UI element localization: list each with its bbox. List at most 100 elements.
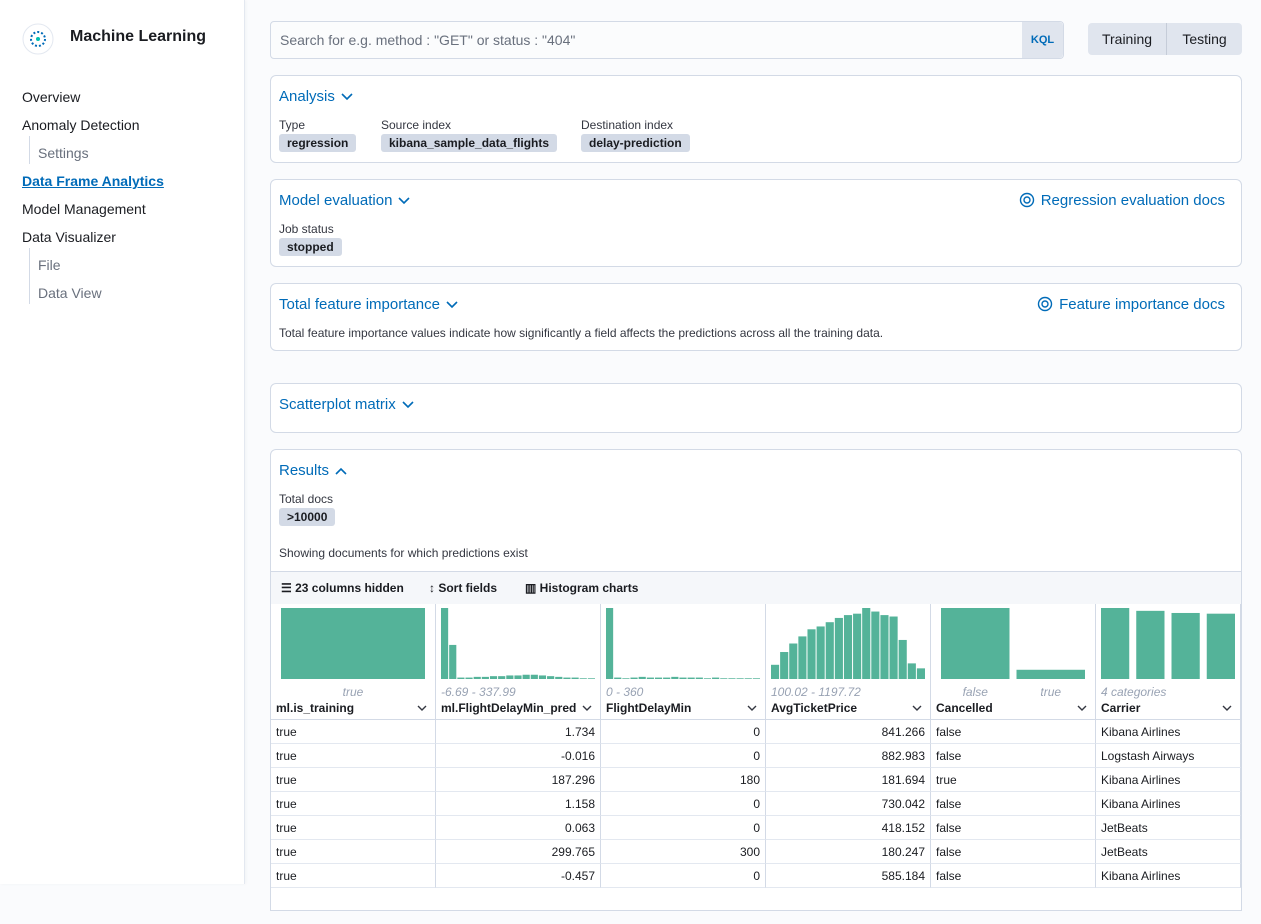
column-name: Cancelled [936,701,1071,715]
histogram-bar [688,678,695,679]
nav-item[interactable]: Data Frame Analytics [22,173,164,189]
grid-cell: Kibana Airlines [1096,768,1241,792]
field-label: Source index [381,118,451,132]
field-badge: kibana_sample_data_flights [381,134,557,152]
nav-indent [29,136,30,164]
histogram-bar [712,678,719,679]
grid-cell: 180.247 [766,840,931,864]
grid-cell: false [931,840,1096,864]
docs-icon [1037,296,1053,312]
histogram-bar [844,615,852,679]
link-text: Feature importance docs [1059,296,1225,313]
panel-title[interactable]: Analysis [279,88,353,105]
nav-item[interactable]: Data View [38,285,102,301]
chevron [446,301,458,309]
histogram-bar [449,645,456,679]
data-grid: trueml.is_trainingtruetruetruetruetruetr… [271,604,1241,924]
histogram [436,604,600,684]
nav-item[interactable]: Settings [38,145,89,161]
histogram-bar [899,640,907,679]
search-bar[interactable]: Search for e.g. method : "GET" or status… [270,21,1064,59]
button-text: Sort fields [438,581,497,595]
grid-cell: false [931,720,1096,744]
histogram-bar [1136,611,1164,679]
grid-cell: 0 [601,864,766,888]
chevron [913,706,921,710]
column-menu[interactable] [747,705,757,712]
panel-title[interactable]: Results [279,462,347,479]
title-text: Results [279,462,329,479]
histogram-bar [482,677,489,679]
histogram-bar [917,668,925,679]
panel-title[interactable]: Model evaluation [279,192,410,209]
histogram-bar [281,608,425,679]
histogram-label: true [281,685,425,699]
grid-cell: Logstash Airways [1096,744,1241,768]
nav-item[interactable]: Model Management [22,201,146,217]
histogram-bar [514,675,521,679]
column-name: Carrier [1101,701,1216,715]
grid-cell: false [931,744,1096,768]
histogram-bar [880,615,888,679]
grid-cell: Kibana Airlines [1096,720,1241,744]
column-menu[interactable] [1077,705,1087,712]
histogram-bar [441,608,448,679]
grid-cell: JetBeats [1096,816,1241,840]
grid-cell: 181.694 [766,768,931,792]
grid-cell: true [271,768,436,792]
histogram-label: true [1017,685,1086,699]
grid-cell: false [931,816,1096,840]
grid-cell: -0.016 [436,744,601,768]
grid-cell: JetBeats [1096,840,1241,864]
results-panel: Results Total docs >10000 Showing docume… [270,449,1242,911]
grid-cell: Kibana Airlines [1096,792,1241,816]
histogram-bar [1207,614,1235,679]
grid-cell: 882.983 [766,744,931,768]
column-menu[interactable] [912,705,922,712]
grid-cell: 730.042 [766,792,931,816]
docs-link[interactable]: Feature importance docs [1037,296,1225,313]
grid-cell: 0.063 [436,816,601,840]
filter-button[interactable]: Testing [1167,23,1242,55]
histogram-bar [555,677,562,679]
grid-cell: true [271,864,436,888]
histogram-bar [745,678,752,679]
grid-cell: true [271,840,436,864]
histogram-bar [807,629,815,679]
docs-link[interactable]: Regression evaluation docs [1019,192,1225,209]
app: Machine Learning Overview Anomaly Detect… [0,0,1261,884]
filter-button[interactable]: Training [1088,23,1167,55]
nav-item[interactable]: Anomaly Detection [22,117,140,133]
column-menu[interactable] [1222,705,1232,712]
grid-cell: 0 [601,816,766,840]
histogram-bar [490,676,497,679]
grid-cell: 841.266 [766,720,931,744]
panel-title[interactable]: Total feature importance [279,296,458,313]
column-name: ml.FlightDelayMin_prediction [441,701,576,715]
histogram-bar [498,676,505,679]
column-menu[interactable] [417,705,427,712]
histogram-label: 100.02 - 1197.72 [771,685,861,699]
toolbar-button[interactable]: ☰ 23 columns hidden [281,581,404,595]
nav-item[interactable]: Overview [22,89,80,105]
histogram-bar [474,677,481,679]
histogram-bar [798,636,806,679]
chevron [748,706,756,710]
docs-icon [1019,192,1035,208]
grid-cell: 187.296 [436,768,601,792]
histogram [931,604,1095,684]
kql-toggle[interactable]: KQL [1022,22,1063,58]
column-menu[interactable] [582,705,592,712]
nav-item[interactable]: Data Visualizer [22,229,116,245]
panel-title[interactable]: Scatterplot matrix [279,396,414,413]
column-header: 100.02 - 1197.72AvgTicketPrice [766,604,931,720]
chevron [583,706,591,710]
title-text: Analysis [279,88,335,105]
toolbar-button[interactable]: ▥ Histogram charts [525,581,638,595]
title-text: Total feature importance [279,296,440,313]
nav-item[interactable]: File [38,257,61,273]
histogram-bar [1017,670,1086,679]
toolbar-button[interactable]: ↕ Sort fields [429,581,497,595]
app-logo [22,23,54,55]
histogram-bar [853,614,861,679]
